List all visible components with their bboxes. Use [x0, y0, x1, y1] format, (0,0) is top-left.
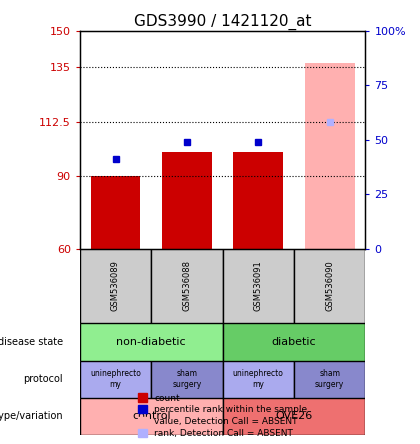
Bar — [91, 176, 140, 249]
Text: sham
surgery: sham surgery — [172, 369, 202, 389]
Text: sham
surgery: sham surgery — [315, 369, 344, 389]
Bar — [80, 249, 151, 323]
Bar — [151, 249, 223, 323]
Text: OVE26: OVE26 — [276, 412, 312, 421]
Text: uninephrecto
my: uninephrecto my — [233, 369, 284, 389]
Bar — [305, 63, 354, 249]
Text: disease state: disease state — [0, 337, 63, 347]
Bar — [80, 398, 223, 435]
Bar — [151, 361, 223, 398]
Text: GSM536089: GSM536089 — [111, 261, 120, 311]
Polygon shape — [73, 333, 79, 351]
Bar — [294, 361, 365, 398]
Text: control: control — [132, 412, 171, 421]
Bar — [223, 323, 365, 361]
Text: genotype/variation: genotype/variation — [0, 412, 63, 421]
Text: protocol: protocol — [23, 374, 63, 384]
Text: GSM536088: GSM536088 — [182, 261, 192, 311]
Bar — [223, 361, 294, 398]
Bar — [233, 152, 283, 249]
Legend: count, percentile rank within the sample, value, Detection Call = ABSENT, rank, : count, percentile rank within the sample… — [134, 390, 311, 442]
Bar — [223, 249, 294, 323]
Bar — [162, 152, 212, 249]
Bar — [80, 323, 223, 361]
Text: diabetic: diabetic — [272, 337, 316, 347]
Text: GSM536090: GSM536090 — [325, 261, 334, 311]
Bar — [223, 398, 365, 435]
Text: non-diabetic: non-diabetic — [116, 337, 186, 347]
Bar — [294, 249, 365, 323]
Polygon shape — [73, 407, 79, 426]
Text: GSM536091: GSM536091 — [254, 261, 263, 311]
Text: uninephrecto
my: uninephrecto my — [90, 369, 141, 389]
Title: GDS3990 / 1421120_at: GDS3990 / 1421120_at — [134, 13, 311, 30]
Bar — [80, 361, 151, 398]
Polygon shape — [73, 370, 79, 388]
